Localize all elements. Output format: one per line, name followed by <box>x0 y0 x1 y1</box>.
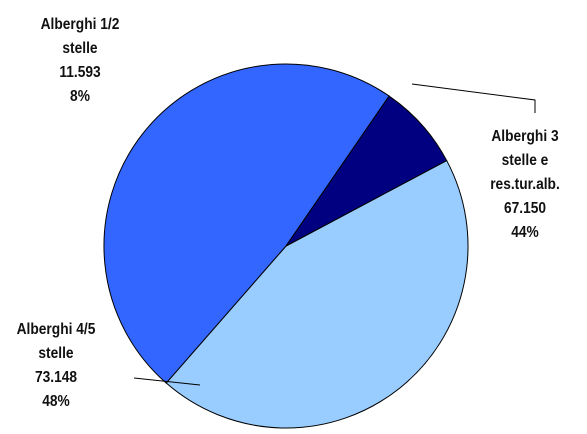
leader-line-alberghi-3-stelle <box>411 83 536 113</box>
pie-slice-0 <box>165 159 469 429</box>
slice-label-alberghi-4-5-stelle: Alberghi 4/5 stelle 73.148 48% <box>16 321 96 410</box>
slice-label-alberghi-1-2-stelle: Alberghi 1/2 stelle 11.593 8% <box>40 16 120 105</box>
leader-line-alberghi-4-5-stelle <box>133 377 201 386</box>
pie-slice-2 <box>285 95 448 247</box>
pie-slice-1 <box>103 63 390 384</box>
slice-label-alberghi-3-stelle: Alberghi 3 stelle e res.tur.alb. 67.150 … <box>490 128 560 241</box>
